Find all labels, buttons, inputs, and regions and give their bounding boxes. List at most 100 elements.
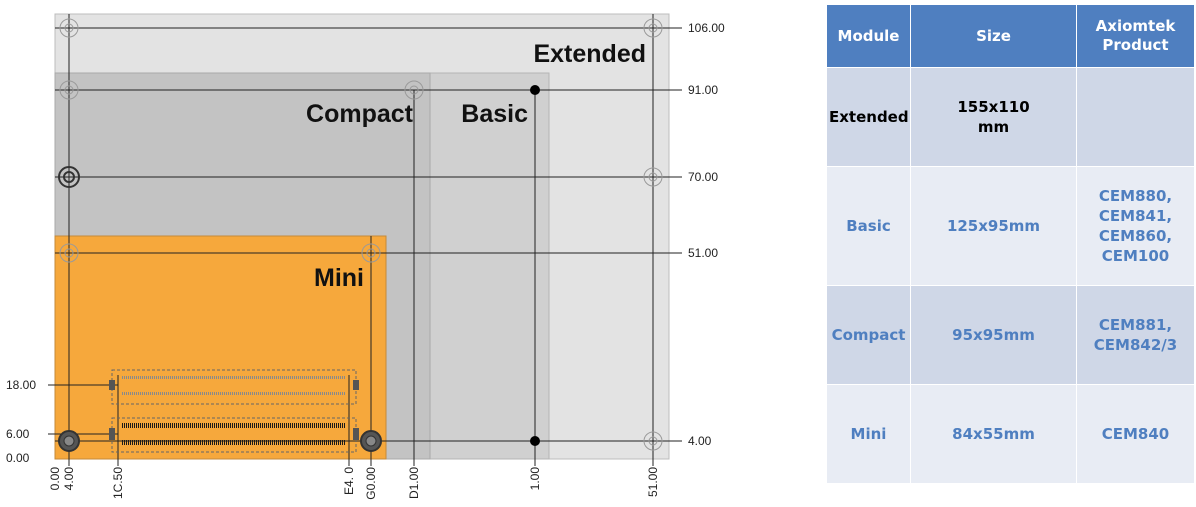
connector-pin [326, 376, 327, 379]
connector-pin [320, 440, 321, 445]
connector-pin [206, 376, 207, 379]
dim-label-left: 18.00 [6, 378, 36, 392]
connector-pin [328, 376, 329, 379]
connector-pin [284, 423, 285, 428]
connector-pin [136, 376, 137, 379]
connector-pin [158, 376, 159, 379]
connector-pin [288, 440, 289, 445]
dim-label-right: 91.00 [688, 83, 718, 97]
connector-pin [334, 423, 335, 428]
connector-pin [342, 440, 343, 445]
connector-pin [196, 423, 197, 428]
connector-pin [242, 376, 243, 379]
product-cell: CEM881, CEM842/3 [1076, 285, 1195, 385]
connector-pin [248, 392, 249, 395]
connector-pin [258, 423, 259, 428]
connector-pin [246, 376, 247, 379]
connector-pin [314, 440, 315, 445]
connector-pin [286, 392, 287, 395]
connector-pin [172, 440, 173, 445]
dim-label-right: 4.00 [688, 434, 712, 448]
connector-pin [144, 392, 145, 395]
connector-pin [286, 376, 287, 379]
connector-pin [222, 440, 223, 445]
connector-pin [322, 376, 323, 379]
connector-pin [290, 440, 291, 445]
dim-label-left: 0.00 [6, 451, 30, 465]
connector-pin [322, 392, 323, 395]
connector-pin [280, 392, 281, 395]
connector-pin [292, 376, 293, 379]
connector-pin [254, 423, 255, 428]
dim-label-right: 51.00 [688, 246, 718, 260]
connector-pin [332, 440, 333, 445]
size-cell: 95x95mm [910, 285, 1077, 385]
connector-pin [180, 440, 181, 445]
connector-pin [298, 376, 299, 379]
mounting-hole-icon [643, 167, 663, 187]
connector-pin [250, 423, 251, 428]
connector-pin [160, 440, 161, 445]
connector-pin [234, 376, 235, 379]
connector-pin [244, 440, 245, 445]
product-cell: CEM840 [1076, 384, 1195, 484]
connector-pin [248, 423, 249, 428]
connector-pin [194, 376, 195, 379]
size-cell: 125x95mm [910, 166, 1077, 286]
mounting-hole-markers [59, 18, 663, 451]
connector-pin [344, 392, 345, 395]
connector-pin [314, 423, 315, 428]
connector-pin [260, 392, 261, 395]
connector-pin [126, 423, 127, 428]
connector-pin [170, 440, 171, 445]
connector-pin [228, 392, 229, 395]
connector-pin [288, 423, 289, 428]
connector-pin [246, 440, 247, 445]
connector-pin [334, 440, 335, 445]
connector-pin [132, 376, 133, 379]
connector-pin [268, 392, 269, 395]
connector-pin [244, 392, 245, 395]
connector-pin [164, 440, 165, 445]
connector-pin [256, 392, 257, 395]
connector-pin [212, 423, 213, 428]
connector-pin [242, 440, 243, 445]
connector-pin [200, 376, 201, 379]
connector-pin [132, 423, 133, 428]
connector-pin [218, 440, 219, 445]
connector-pin [258, 376, 259, 379]
header-module: Module [826, 4, 911, 68]
connector-pin [124, 440, 125, 445]
connector-pin [252, 423, 253, 428]
connector-pin [230, 392, 231, 395]
product-name: CEM881, [1098, 315, 1173, 334]
connector-pin [180, 376, 181, 379]
module-cell: Mini [826, 384, 911, 484]
connector-pin [150, 392, 151, 395]
connector-pin [242, 392, 243, 395]
connector-pin [302, 423, 303, 428]
connector-pin [228, 440, 229, 445]
connector-pin [214, 392, 215, 395]
connector-pin [218, 392, 219, 395]
connector-pin [198, 423, 199, 428]
connector-pin [170, 423, 171, 428]
connector-pin [336, 392, 337, 395]
connector-pin [326, 423, 327, 428]
connector-pin [210, 440, 211, 445]
connector-pin [272, 376, 273, 379]
connector-pin [204, 376, 205, 379]
connector-pin [202, 392, 203, 395]
connector-pin [252, 376, 253, 379]
connector-pin [264, 376, 265, 379]
connector-pin [332, 423, 333, 428]
connector-pin [314, 392, 315, 395]
connector-pin [184, 392, 185, 395]
connector-pin [258, 392, 259, 395]
connector-pin [232, 423, 233, 428]
connector-pin [146, 392, 147, 395]
connector-pin [318, 376, 319, 379]
connector-pin [260, 423, 261, 428]
connector-pin [158, 440, 159, 445]
connector-pin [300, 392, 301, 395]
